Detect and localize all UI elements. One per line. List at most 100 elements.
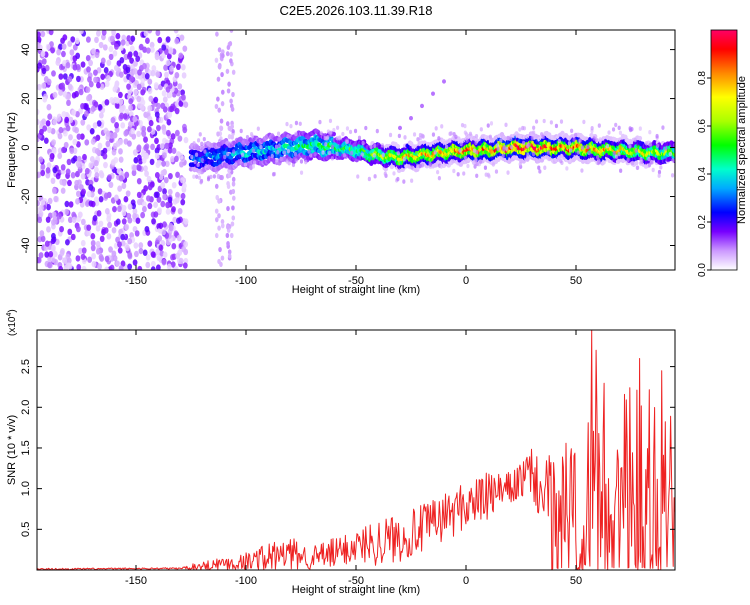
- noise-speck: [37, 31, 41, 38]
- noise-speck: [100, 57, 106, 64]
- noise-speck: [160, 200, 166, 208]
- noise-speck: [598, 137, 602, 142]
- chart-title: C2E5.2026.103.11.39.R18: [280, 3, 433, 18]
- noise-speck: [239, 128, 243, 134]
- noise-speck: [60, 82, 65, 89]
- noise-speck: [565, 166, 569, 171]
- noise-speck: [212, 174, 216, 179]
- noise-speck: [166, 263, 172, 270]
- noise-speck: [111, 227, 117, 234]
- noise-speck: [76, 75, 81, 83]
- noise-speck: [534, 119, 539, 124]
- noise-speck: [542, 118, 546, 124]
- noise-speck: [111, 30, 117, 36]
- noise-speck: [131, 169, 137, 177]
- noise-speck: [118, 175, 124, 182]
- noise-speck: [72, 44, 78, 51]
- noise-speck: [166, 119, 172, 126]
- noise-speck: [108, 45, 114, 53]
- noise-speck: [416, 137, 420, 142]
- noise-speck: [214, 208, 219, 214]
- noise-speck: [282, 150, 287, 155]
- noise-speck: [119, 57, 125, 64]
- noise-speck: [199, 180, 203, 185]
- noise-speck: [108, 181, 114, 189]
- noise-speck: [121, 218, 127, 225]
- noise-speck: [89, 156, 95, 163]
- noise-speck: [396, 176, 400, 182]
- noise-speck: [178, 100, 184, 107]
- noise-speck: [211, 166, 215, 172]
- noise-speck: [120, 240, 126, 247]
- noise-speck: [104, 255, 110, 263]
- noise-speck: [192, 174, 196, 179]
- noise-speck: [227, 253, 232, 259]
- noise-speck: [63, 264, 69, 270]
- noise-speck: [494, 169, 499, 174]
- noise-speck: [124, 171, 130, 179]
- noise-speck: [48, 250, 54, 258]
- noise-speck: [410, 165, 414, 170]
- noise-speck: [560, 154, 564, 159]
- noise-speck: [335, 125, 340, 130]
- y-axis-label: Frequency (Hz): [6, 112, 18, 188]
- noise-speck: [132, 68, 138, 75]
- noise-speck: [108, 246, 113, 253]
- noise-speck: [232, 195, 236, 201]
- noise-speck: [143, 185, 149, 192]
- noise-speck: [321, 150, 325, 155]
- noise-speck: [37, 200, 40, 207]
- noise-speck: [220, 101, 225, 107]
- noise-speck: [216, 131, 220, 137]
- noise-speck: [611, 127, 616, 132]
- noise-speck: [668, 151, 673, 157]
- noise-speck: [638, 126, 642, 131]
- noise-speck: [148, 119, 154, 127]
- noise-speck: [80, 119, 86, 126]
- noise-speck: [85, 54, 91, 62]
- noise-speck: [46, 226, 51, 233]
- noise-speck: [518, 127, 522, 132]
- noise-speck: [133, 157, 139, 164]
- noise-speck: [203, 149, 207, 154]
- noise-speck: [138, 242, 144, 249]
- noise-speck: [132, 149, 138, 156]
- noise-speck: [209, 174, 213, 180]
- noise-speck: [41, 118, 47, 125]
- noise-speck: [37, 108, 40, 116]
- noise-speck: [173, 30, 179, 34]
- noise-speck: [326, 135, 330, 140]
- noise-speck: [150, 260, 156, 268]
- noise-speck: [58, 89, 64, 96]
- noise-speck: [75, 225, 81, 233]
- noise-speck: [84, 167, 90, 175]
- noise-speck: [214, 183, 219, 189]
- noise-speck: [659, 165, 663, 170]
- noise-speck: [143, 30, 149, 37]
- noise-speck: [37, 257, 42, 264]
- noise-speck: [328, 150, 332, 156]
- noise-speck: [45, 167, 51, 174]
- noise-speck: [43, 137, 49, 144]
- noise-speck: [291, 162, 296, 168]
- noise-speck: [84, 200, 90, 207]
- noise-speck: [145, 47, 151, 54]
- noise-speck: [532, 125, 536, 131]
- noise-speck: [74, 90, 79, 98]
- x-axis-label: Height of straight line (km): [292, 284, 420, 296]
- noise-speck: [174, 107, 180, 115]
- noise-speck: [526, 152, 530, 158]
- noise-speck: [460, 160, 465, 165]
- noise-speck: [143, 136, 148, 143]
- noise-speck: [345, 126, 350, 131]
- noise-speck: [67, 216, 73, 224]
- noise-speck: [220, 223, 225, 229]
- noise-speck: [61, 146, 66, 154]
- noise-speck: [137, 69, 142, 76]
- noise-speck: [67, 179, 72, 187]
- noise-speck: [489, 121, 494, 126]
- x-tick-label: 50: [570, 575, 582, 587]
- noise-speck: [84, 139, 90, 146]
- noise-speck: [37, 83, 42, 91]
- noise-speck: [80, 173, 86, 180]
